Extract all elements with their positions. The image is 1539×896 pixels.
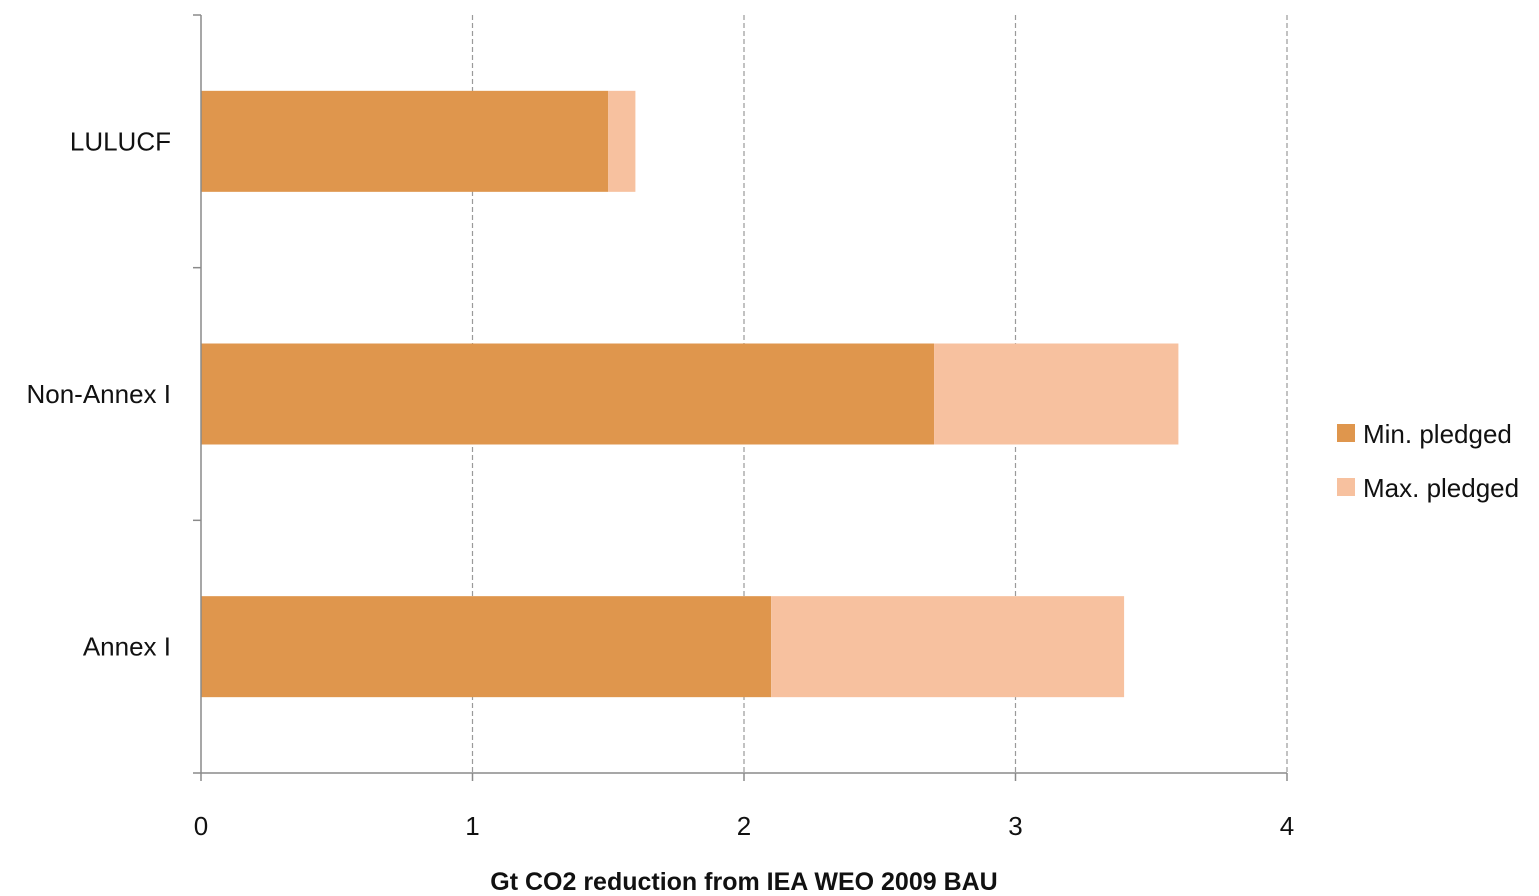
axes [193, 14, 1288, 781]
bar-lulucf-min [201, 90, 609, 192]
labels: 0 1 2 3 4 LULUCF Non-Annex I Annex I [26, 126, 1294, 841]
legend-swatch-min [1337, 424, 1355, 442]
bar-non-annex-i-max [934, 343, 1179, 445]
bar-annex-i-min [201, 596, 772, 698]
bar-non-annex-i-min [201, 343, 935, 445]
bar-annex-i-max [771, 596, 1125, 698]
category-label-lulucf: LULUCF [70, 126, 171, 156]
x-axis-title: Gt CO2 reduction from IEA WEO 2009 BAU [490, 868, 997, 896]
category-label-annex-i: Annex I [83, 632, 171, 662]
x-tick-label-0: 0 [194, 811, 208, 841]
legend-label-max: Max. pledged [1363, 473, 1519, 503]
legend: Min. pledged Max. pledged [1337, 419, 1519, 503]
x-tick-label-4: 4 [1280, 811, 1294, 841]
x-tick-label-1: 1 [465, 811, 479, 841]
legend-label-min: Min. pledged [1363, 419, 1512, 449]
category-label-non-annex-i: Non-Annex I [26, 379, 171, 409]
bars [201, 90, 1179, 698]
legend-swatch-max [1337, 478, 1355, 496]
x-tick-label-2: 2 [737, 811, 751, 841]
bar-lulucf-max [608, 90, 636, 192]
x-tick-label-3: 3 [1008, 811, 1022, 841]
